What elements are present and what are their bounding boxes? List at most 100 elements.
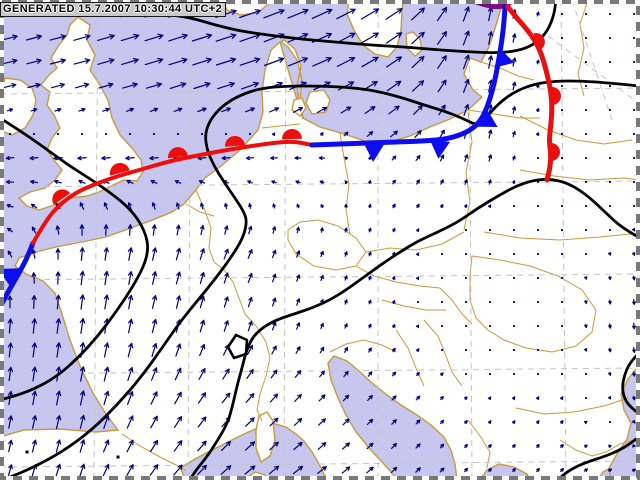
wind-arrow — [488, 154, 493, 162]
wind-arrow — [462, 6, 470, 22]
wind-calm-dot — [488, 324, 492, 328]
wind-arrow — [292, 465, 304, 475]
city-dot — [25, 450, 29, 454]
wind-arrow — [296, 203, 300, 209]
wind-arrow — [391, 443, 397, 449]
wind-arrow — [149, 464, 159, 476]
wind-arrow — [55, 390, 62, 406]
wind-arrow — [366, 131, 374, 137]
wind-arrow — [632, 252, 636, 256]
wind-arrow — [54, 108, 62, 112]
wind-arrow — [512, 155, 516, 161]
wind-arrow — [78, 107, 86, 112]
wind-arrow — [368, 323, 372, 329]
wind-calm-dot — [584, 12, 588, 16]
wind-arrow — [245, 107, 255, 113]
wind-arrow — [440, 179, 444, 185]
wind-arrow — [175, 343, 182, 357]
wind-arrow — [411, 7, 425, 21]
wind-arrow — [464, 179, 468, 185]
wind-calm-dot — [608, 132, 612, 136]
wind-arrow — [272, 297, 277, 307]
wind-arrow — [488, 55, 494, 69]
wind-arrow — [126, 439, 134, 453]
wind-arrow — [294, 370, 302, 378]
wind-arrow — [440, 396, 444, 400]
wind-arrow — [198, 180, 206, 184]
city-dot — [116, 455, 120, 459]
wind-calm-dot — [512, 300, 516, 304]
wind-calm-dot — [128, 132, 132, 136]
wind-arrow — [54, 179, 62, 184]
wind-calm-dot — [584, 60, 588, 64]
wind-arrow — [416, 252, 420, 256]
wind-arrow — [103, 247, 109, 261]
graticule-line — [0, 367, 640, 375]
wind-arrow — [416, 348, 420, 352]
wind-arrow — [344, 275, 348, 281]
wind-arrow — [268, 465, 280, 475]
east-cold-front-triangle — [494, 48, 515, 68]
wind-arrow — [392, 203, 396, 209]
wind-arrow — [126, 179, 134, 184]
east-warm-front-semicircle — [552, 87, 561, 105]
wind-arrow — [536, 59, 540, 65]
wind-calm-dot — [608, 156, 612, 160]
wind-calm-dot — [608, 204, 612, 208]
wind-arrow — [584, 348, 588, 352]
wind-calm-dot — [152, 132, 156, 136]
wind-arrow — [246, 369, 254, 379]
wind-arrow — [415, 395, 421, 401]
wind-arrow — [536, 420, 540, 424]
wind-calm-dot — [512, 204, 516, 208]
wind-arrow — [439, 467, 445, 473]
wind-arrow — [176, 224, 181, 236]
wind-arrow — [392, 179, 396, 185]
wind-calm-dot — [536, 204, 540, 208]
wind-arrow — [385, 32, 403, 44]
wind-arrow — [437, 31, 447, 45]
wind-arrow — [391, 371, 397, 377]
wind-arrow — [366, 418, 374, 426]
wind-arrow — [512, 57, 517, 67]
wind-arrow — [319, 180, 325, 184]
wind-arrow — [488, 444, 492, 448]
wind-arrow — [462, 54, 470, 70]
wind-arrow — [344, 299, 348, 305]
wind-arrow — [7, 318, 13, 334]
east-warm-front-semicircle — [551, 143, 560, 161]
wind-arrow — [150, 391, 158, 405]
wind-arrow — [392, 275, 396, 281]
wind-arrow — [168, 33, 188, 42]
wind-calm-dot — [584, 204, 588, 208]
east-cold-front — [309, 4, 508, 148]
wind-arrow — [221, 155, 231, 161]
wind-arrow — [361, 56, 379, 68]
wind-arrow — [288, 57, 308, 67]
wind-arrow — [244, 465, 256, 475]
wind-arrow — [632, 299, 636, 305]
graticule-line — [547, 35, 640, 105]
wind-arrow — [127, 224, 133, 236]
wind-arrow — [270, 369, 278, 379]
wind-calm-dot — [560, 324, 564, 328]
wind-arrow — [271, 345, 277, 355]
wind-arrow — [101, 155, 111, 161]
wind-arrow — [175, 247, 182, 261]
wind-arrow — [415, 419, 421, 425]
wind-arrow — [103, 342, 110, 358]
wind-calm-dot — [536, 252, 540, 256]
wind-arrow — [631, 227, 636, 232]
wind-calm-dot — [512, 372, 516, 376]
wind-arrow — [244, 441, 256, 451]
main-warm-front — [31, 139, 314, 245]
wind-arrow — [193, 82, 211, 90]
wind-arrow — [536, 444, 540, 448]
wind-calm-dot — [56, 132, 60, 136]
wind-arrow — [5, 155, 15, 161]
wind-arrow — [390, 130, 398, 138]
wind-arrow — [488, 420, 492, 424]
wind-calm-dot — [560, 156, 564, 160]
